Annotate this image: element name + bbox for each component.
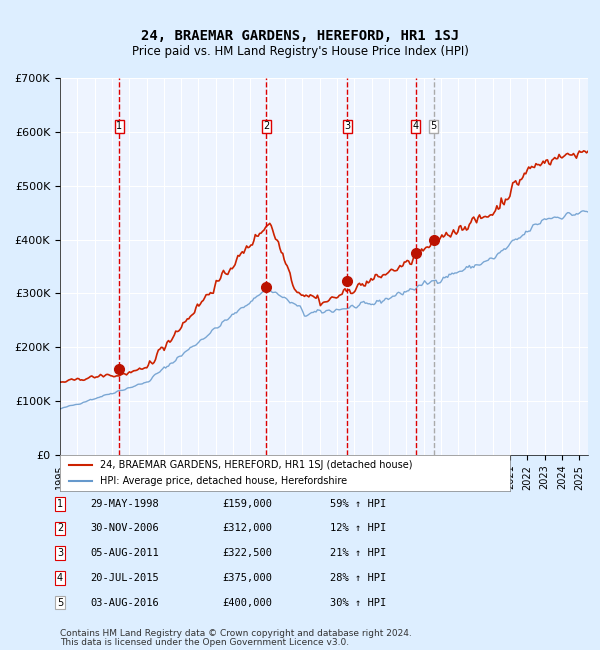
Text: 3: 3 — [344, 122, 350, 131]
Text: 4: 4 — [413, 122, 419, 131]
Text: Price paid vs. HM Land Registry's House Price Index (HPI): Price paid vs. HM Land Registry's House … — [131, 46, 469, 58]
Text: 30% ↑ HPI: 30% ↑ HPI — [330, 597, 386, 608]
Text: 3: 3 — [57, 548, 63, 558]
Text: 05-AUG-2011: 05-AUG-2011 — [90, 548, 159, 558]
Text: 1: 1 — [57, 499, 63, 509]
Text: 29-MAY-1998: 29-MAY-1998 — [90, 499, 159, 509]
Text: 21% ↑ HPI: 21% ↑ HPI — [330, 548, 386, 558]
Text: 5: 5 — [57, 597, 63, 608]
Text: £159,000: £159,000 — [222, 499, 272, 509]
Text: £400,000: £400,000 — [222, 597, 272, 608]
Text: Contains HM Land Registry data © Crown copyright and database right 2024.: Contains HM Land Registry data © Crown c… — [60, 629, 412, 638]
Text: HPI: Average price, detached house, Herefordshire: HPI: Average price, detached house, Here… — [101, 476, 347, 486]
Text: £312,000: £312,000 — [222, 523, 272, 534]
Text: 12% ↑ HPI: 12% ↑ HPI — [330, 523, 386, 534]
Text: 2: 2 — [57, 523, 63, 534]
Text: 5: 5 — [431, 122, 437, 131]
Text: 59% ↑ HPI: 59% ↑ HPI — [330, 499, 386, 509]
Text: 2: 2 — [263, 122, 269, 131]
Text: 4: 4 — [57, 573, 63, 583]
Text: 28% ↑ HPI: 28% ↑ HPI — [330, 573, 386, 583]
Text: 20-JUL-2015: 20-JUL-2015 — [90, 573, 159, 583]
Text: 1: 1 — [116, 122, 122, 131]
Text: £375,000: £375,000 — [222, 573, 272, 583]
Text: 24, BRAEMAR GARDENS, HEREFORD, HR1 1SJ (detached house): 24, BRAEMAR GARDENS, HEREFORD, HR1 1SJ (… — [101, 460, 413, 470]
Text: This data is licensed under the Open Government Licence v3.0.: This data is licensed under the Open Gov… — [60, 638, 349, 647]
Text: 03-AUG-2016: 03-AUG-2016 — [90, 597, 159, 608]
Text: 30-NOV-2006: 30-NOV-2006 — [90, 523, 159, 534]
Text: £322,500: £322,500 — [222, 548, 272, 558]
Text: 24, BRAEMAR GARDENS, HEREFORD, HR1 1SJ: 24, BRAEMAR GARDENS, HEREFORD, HR1 1SJ — [141, 29, 459, 44]
